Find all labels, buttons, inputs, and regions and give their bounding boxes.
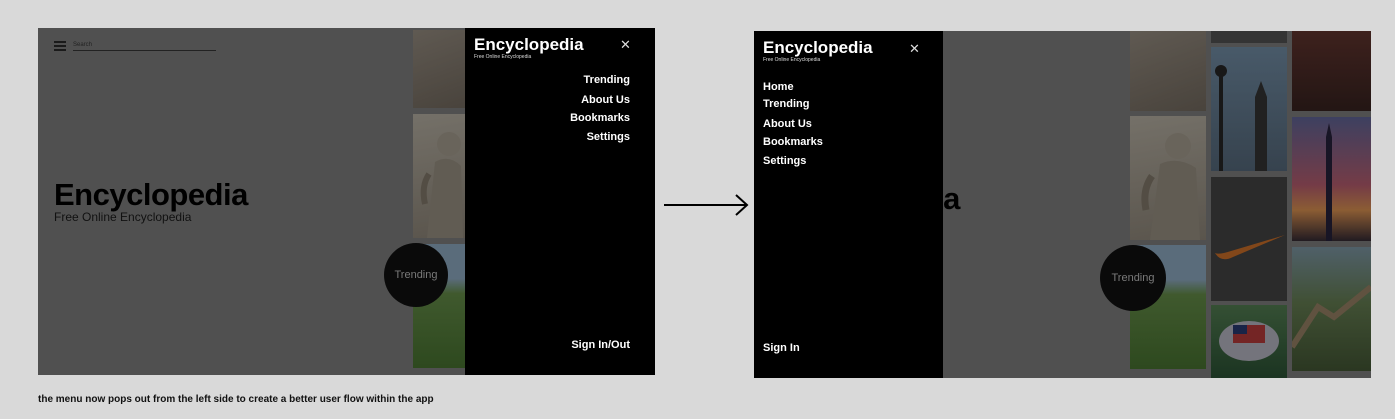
tower-illustration: [1326, 123, 1332, 241]
image-tile-statue[interactable]: [413, 114, 465, 238]
menu-item-about-us[interactable]: About Us: [581, 94, 630, 106]
caption-text: the menu now pops out from the left side…: [38, 394, 434, 405]
menu-sign-in-out[interactable]: Sign In/Out: [571, 339, 630, 351]
hero-title: Encyclopedia: [54, 177, 248, 212]
statue-illustration: [420, 132, 463, 238]
menu-item-bookmarks[interactable]: Bookmarks: [763, 136, 823, 148]
trending-button[interactable]: Trending: [1100, 245, 1166, 311]
image-tile-statue[interactable]: [1130, 116, 1206, 240]
image-tile-city-tower[interactable]: [1292, 117, 1371, 241]
menu-item-bookmarks[interactable]: Bookmarks: [570, 112, 630, 124]
menu-title: Encyclopedia: [763, 38, 873, 57]
menu-item-settings[interactable]: Settings: [586, 131, 630, 143]
image-tile-ruins[interactable]: [413, 30, 465, 108]
menu-subtitle: Free Online Encyclopedia: [474, 54, 532, 60]
menu-item-trending[interactable]: Trending: [583, 74, 630, 86]
swoosh-icon: [1215, 235, 1285, 260]
search-input[interactable]: Search: [73, 42, 216, 51]
trending-button[interactable]: Trending: [384, 243, 448, 307]
image-tile-ruins[interactable]: [1130, 31, 1206, 111]
before-screen: Search Encyclopedia Free Online Encyclop…: [38, 28, 655, 375]
arrow-right-icon: [664, 194, 749, 216]
menu-item-home[interactable]: Home: [763, 81, 794, 93]
image-tile-great-wall[interactable]: [1292, 247, 1371, 371]
statue-illustration: [1141, 133, 1200, 240]
image-tile-interior[interactable]: [1292, 31, 1371, 111]
menu-item-trending[interactable]: Trending: [763, 98, 810, 110]
close-icon[interactable]: ✕: [620, 37, 631, 52]
menu-title: Encyclopedia: [474, 35, 584, 54]
wall-illustration: [1292, 284, 1371, 349]
menu-item-about-us[interactable]: About Us: [763, 118, 812, 130]
menu-panel-left: Encyclopedia Free Online Encyclopedia ✕ …: [754, 31, 943, 378]
after-screen: ia Trending Encyclopedia Free Online Enc…: [754, 31, 1371, 378]
usa-flag-cap-illustration: [1219, 321, 1279, 361]
menu-panel-right: Encyclopedia Free Online Encyclopedia ✕ …: [465, 28, 655, 375]
hero-subtitle: Free Online Encyclopedia: [54, 210, 192, 224]
image-tile-nike-logo[interactable]: [1211, 177, 1287, 301]
menu-sign-in[interactable]: Sign In: [763, 342, 800, 354]
image-tile-phelps-cap[interactable]: [1211, 305, 1287, 378]
close-icon[interactable]: ✕: [909, 41, 920, 56]
image-tile-big-ben[interactable]: [1211, 47, 1287, 171]
big-ben-illustration: [1215, 65, 1267, 171]
menu-item-settings[interactable]: Settings: [763, 155, 807, 167]
hamburger-icon[interactable]: [54, 41, 66, 51]
image-tile-top[interactable]: [1211, 31, 1287, 43]
menu-subtitle: Free Online Encyclopedia: [763, 57, 821, 63]
